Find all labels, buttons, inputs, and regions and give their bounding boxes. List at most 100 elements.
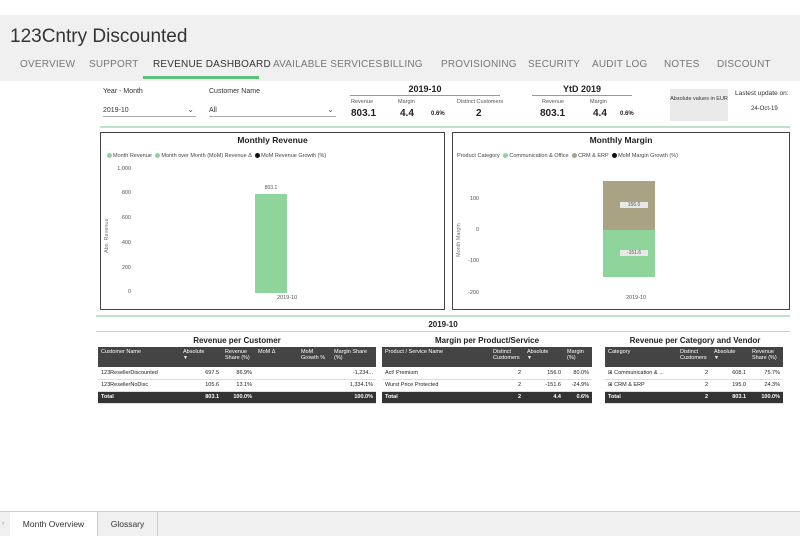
- page-tab-glossary[interactable]: Glossary: [98, 512, 158, 537]
- legend-item: Product Category: [457, 153, 500, 159]
- year-month-select[interactable]: 2019-10 ⌄: [103, 104, 196, 117]
- legend-dot-icon: [155, 153, 161, 159]
- revenue-bar[interactable]: [255, 194, 287, 293]
- cell: Act! Premium: [382, 367, 490, 380]
- cell: 123ResellerNoDisc: [98, 379, 180, 392]
- monthly-margin-title: Monthly Margin: [589, 135, 653, 145]
- table-row[interactable]: 123ResellerNoDisc 105.6 13.1% 1,334.1%: [98, 379, 376, 392]
- section-rule: [96, 331, 790, 332]
- year-month-value: 2019-10: [103, 107, 129, 114]
- rev-customer-title: Revenue per Customer: [193, 336, 281, 345]
- col-header[interactable]: Customer Name: [98, 347, 180, 367]
- margin-neg-label: -151.6: [620, 249, 648, 256]
- legend-dot-icon: [107, 153, 112, 159]
- col-header[interactable]: Revenue Share (%): [749, 347, 783, 367]
- table-total-row: Total 803.1 100.0% 100.0%: [98, 391, 376, 404]
- nav-tabs: OVERVIEW SUPPORT REVENUE DASHBOARD AVAIL…: [0, 59, 800, 81]
- update-label: Lastest update on:: [735, 90, 789, 97]
- legend-dot-icon: [255, 153, 261, 159]
- y-tick: 800: [121, 190, 131, 196]
- rev-category-title: Revenue per Category and Vendor: [629, 336, 761, 345]
- cell: [255, 379, 298, 392]
- footer: [0, 536, 800, 551]
- kpi-month-rule: [350, 95, 500, 96]
- top-bar: [0, 0, 800, 15]
- cell: 803.1: [180, 391, 222, 404]
- tab-revenue-dashboard[interactable]: REVENUE DASHBOARD: [153, 59, 271, 70]
- tab-support[interactable]: SUPPORT: [89, 59, 139, 70]
- margin-product-title: Margin per Product/Service: [434, 336, 540, 345]
- col-header[interactable]: MoM Growth %: [298, 347, 331, 367]
- cell: [298, 367, 331, 380]
- col-header[interactable]: Margin (%): [564, 347, 592, 367]
- table-row[interactable]: Wurst Price Protected 2 -151.6 -24.9%: [382, 379, 592, 392]
- col-header-label: Absolute: [183, 349, 205, 355]
- tab-billing[interactable]: BILLING: [383, 59, 423, 70]
- cell: 75.7%: [749, 367, 783, 380]
- cell: [298, 391, 331, 404]
- cell: -1,234...: [331, 367, 376, 380]
- kpi-ytd-rule: [532, 95, 632, 96]
- tab-overview[interactable]: OVERVIEW: [20, 59, 76, 70]
- col-header[interactable]: Margin Share (%): [331, 347, 376, 367]
- cell: 697.5: [180, 367, 222, 380]
- sort-down-icon: ▼: [183, 355, 188, 361]
- legend-item: Month over Month (MoM) Revenue Δ: [161, 153, 252, 159]
- cell: 195.0: [711, 379, 749, 392]
- table-row[interactable]: ⊞ Communication & ... 2 608.1 75.7%: [605, 367, 783, 380]
- customer-label: Customer Name: [209, 88, 260, 95]
- col-header[interactable]: Distinct Customers: [677, 347, 711, 367]
- page-tab-month-overview[interactable]: Month Overview: [10, 512, 98, 537]
- cell: ⊞ Communication & ...: [605, 367, 677, 380]
- col-header[interactable]: Absolute ▼: [711, 347, 749, 367]
- cell: 100.0%: [222, 391, 255, 404]
- table-header-row: Product / Service Name Distinct Customer…: [382, 347, 592, 367]
- revenue-bar-label: 803.1: [264, 185, 278, 192]
- table-row[interactable]: ⊞ CRM & ERP 2 195.0 24.3%: [605, 379, 783, 392]
- tab-available-services[interactable]: AVAILABLE SERVICES: [273, 59, 383, 70]
- chevron-left-icon[interactable]: ‹: [2, 520, 5, 527]
- table-row[interactable]: 123ResellerDiscounted 697.5 86.9% -1,234…: [98, 367, 376, 380]
- col-header[interactable]: Distinct Customers: [490, 347, 524, 367]
- col-header[interactable]: Category: [605, 347, 677, 367]
- legend-item: CRM & ERP: [578, 153, 609, 159]
- cell: 105.6: [180, 379, 222, 392]
- expand-icon[interactable]: ⊞: [608, 382, 613, 388]
- y-tick: 0: [127, 289, 131, 295]
- tab-provisioning[interactable]: PROVISIONING: [441, 59, 517, 70]
- monthly-revenue-panel: Monthly Revenue Month Revenue Month over…: [100, 132, 445, 310]
- legend-dot-icon: [572, 153, 578, 159]
- kpi-month-margin-pct: 0.6%: [431, 111, 445, 117]
- rev-customer-table: Customer Name Absolute ▼ Revenue Share (%…: [98, 347, 376, 404]
- tab-discount[interactable]: DISCOUNT: [717, 59, 771, 70]
- sort-down-icon: ▼: [527, 355, 532, 361]
- col-header[interactable]: Absolute ▼: [180, 347, 222, 367]
- customer-select[interactable]: All ⌄: [209, 104, 336, 117]
- table-row[interactable]: Act! Premium 2 156.0 80.0%: [382, 367, 592, 380]
- cell: 100.0%: [749, 391, 783, 404]
- divider: [100, 126, 790, 128]
- app-title: 123Cntry Discounted: [10, 26, 188, 47]
- section-title: 2019-10: [428, 320, 458, 329]
- y-tick: -200: [467, 290, 479, 296]
- cell: Total: [605, 391, 677, 404]
- col-header[interactable]: Revenue Share (%): [222, 347, 255, 367]
- tab-audit-log[interactable]: AUDIT LOG: [592, 59, 648, 70]
- cell: 0.6%: [564, 391, 592, 404]
- tab-security[interactable]: SECURITY: [528, 59, 581, 70]
- col-header[interactable]: Product / Service Name: [382, 347, 490, 367]
- expand-icon[interactable]: ⊞: [608, 369, 613, 376]
- y-axis-title: Abs. Revenue: [104, 218, 110, 253]
- cell-label: Communication & ...: [614, 369, 664, 376]
- margin-pos-label: 156.0: [620, 201, 648, 208]
- y-tick: 200: [121, 265, 131, 271]
- y-tick: 400: [121, 240, 131, 246]
- kpi-ytd-revenue-label: Revenue: [542, 99, 565, 105]
- col-header[interactable]: MoM Δ: [255, 347, 298, 367]
- col-header[interactable]: Absolute ▼: [524, 347, 564, 367]
- chevron-down-icon: ⌄: [327, 105, 334, 114]
- tab-notes[interactable]: NOTES: [664, 59, 700, 70]
- legend-dot-icon: [612, 153, 618, 159]
- kpi-month-margin-label: Margin: [398, 99, 415, 105]
- cell: 80.0%: [564, 367, 592, 380]
